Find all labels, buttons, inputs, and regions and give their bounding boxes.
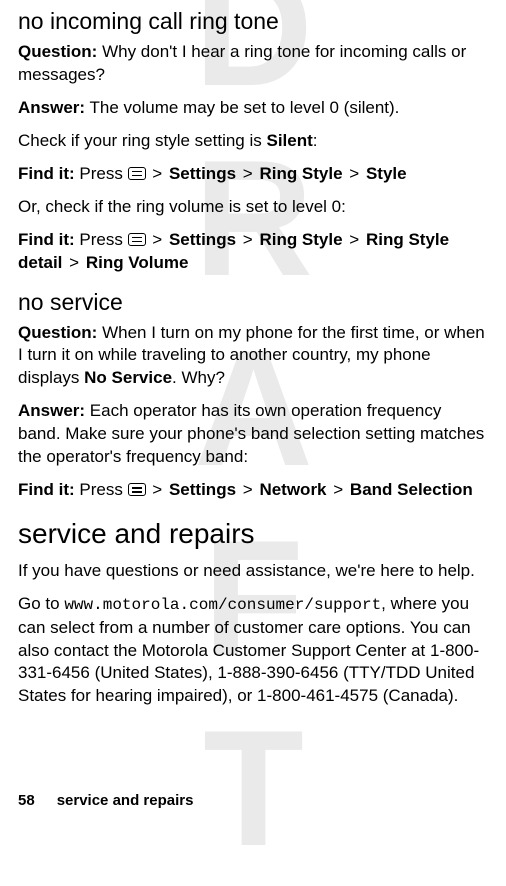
find-it-volume: Find it: Press > Settings > Ring Style >… <box>18 229 488 275</box>
find-it-style: Find it: Press > Settings > Ring Style >… <box>18 163 488 186</box>
menu-icon <box>128 483 146 496</box>
gt: > <box>152 230 162 249</box>
gt: > <box>243 230 253 249</box>
gt: > <box>349 164 359 183</box>
service-details: Go to www.motorola.com/consumer/support,… <box>18 593 488 708</box>
menu-icon <box>128 233 146 246</box>
press-text: Press <box>75 230 128 249</box>
heading-no-service: no service <box>18 289 488 316</box>
gt: > <box>243 164 253 183</box>
check-suffix: : <box>313 131 318 150</box>
gt: > <box>349 230 359 249</box>
nav-style: Style <box>366 164 407 183</box>
nav-settings: Settings <box>169 164 236 183</box>
answer-label: Answer: <box>18 401 85 420</box>
footer-section: service and repairs <box>57 792 194 809</box>
gt: > <box>152 164 162 183</box>
heading-ring-tone: no incoming call ring tone <box>18 8 488 35</box>
menu-icon <box>128 167 146 180</box>
answer-label: Answer: <box>18 98 85 117</box>
nav-settings: Settings <box>169 230 236 249</box>
gt: > <box>333 480 343 499</box>
nav-ring-style: Ring Style <box>259 164 342 183</box>
nav-ring-style: Ring Style <box>259 230 342 249</box>
find-it-label: Find it: <box>18 230 75 249</box>
page-footer: 58 service and repairs <box>18 792 193 809</box>
no-service-label: No Service <box>84 368 172 387</box>
find-it-label: Find it: <box>18 164 75 183</box>
service-intro: If you have questions or need assistance… <box>18 560 488 583</box>
check-ring-style: Check if your ring style setting is Sile… <box>18 130 488 153</box>
press-text: Press <box>75 164 128 183</box>
nav-settings: Settings <box>169 480 236 499</box>
heading-service-repairs: service and repairs <box>18 518 488 550</box>
page-content: no incoming call ring tone Question: Why… <box>18 8 488 708</box>
answer-no-service: Answer: Each operator has its own operat… <box>18 400 488 469</box>
silent-label: Silent <box>266 131 312 150</box>
press-text: Press <box>75 480 128 499</box>
question-ring-tone: Question: Why don't I hear a ring tone f… <box>18 41 488 87</box>
answer-text: The volume may be set to level 0 (silent… <box>85 98 399 117</box>
check-prefix: Check if your ring style setting is <box>18 131 266 150</box>
question-label: Question: <box>18 323 97 342</box>
goto-prefix: Go to <box>18 594 64 613</box>
find-it-label: Find it: <box>18 480 75 499</box>
nav-ring-volume: Ring Volume <box>86 253 189 272</box>
question-text-b: . Why? <box>172 368 225 387</box>
nav-network: Network <box>259 480 326 499</box>
answer-ring-tone: Answer: The volume may be set to level 0… <box>18 97 488 120</box>
gt: > <box>152 480 162 499</box>
support-url: www.motorola.com/consumer/support <box>64 596 381 614</box>
or-check-volume: Or, check if the ring volume is set to l… <box>18 196 488 219</box>
page-number: 58 <box>18 792 35 809</box>
answer-text: Each operator has its own operation freq… <box>18 401 484 466</box>
nav-band-selection: Band Selection <box>350 480 473 499</box>
question-label: Question: <box>18 42 97 61</box>
question-no-service: Question: When I turn on my phone for th… <box>18 322 488 391</box>
gt: > <box>243 480 253 499</box>
gt: > <box>69 253 79 272</box>
find-it-band: Find it: Press > Settings > Network > Ba… <box>18 479 488 502</box>
